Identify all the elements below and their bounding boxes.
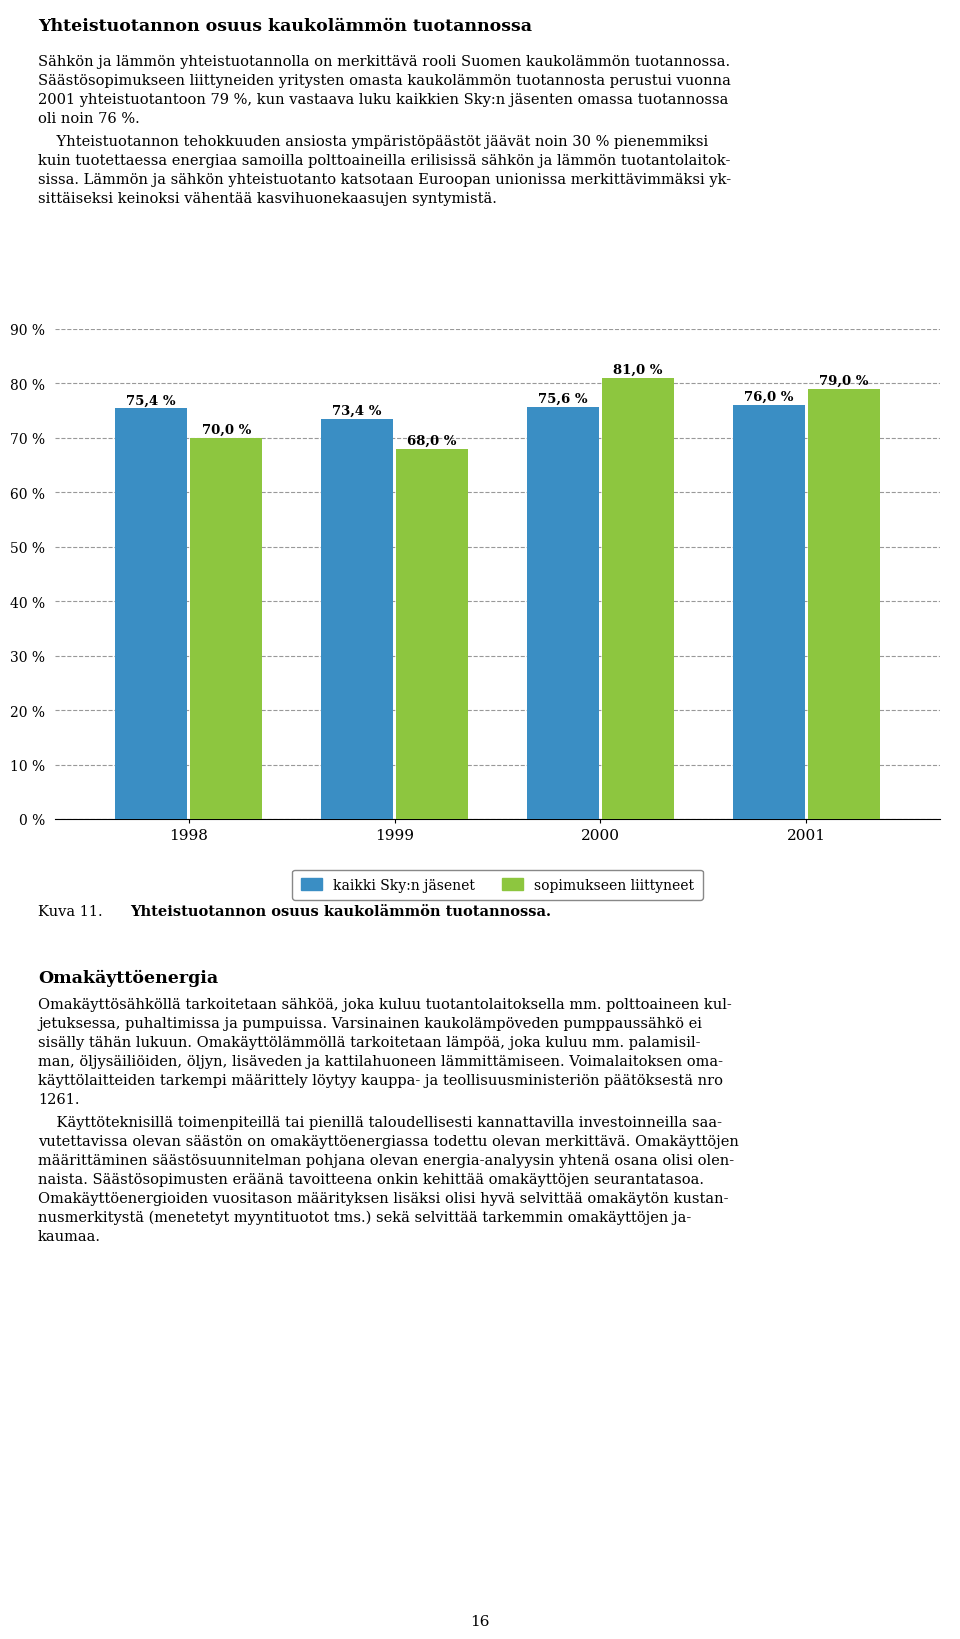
Bar	[115, 410, 187, 820]
Text: Yhteistuotannon osuus kaukolämmön tuotannossa.: Yhteistuotannon osuus kaukolämmön tuotan…	[130, 905, 551, 918]
Legend: kaikki Sky:n jäsenet, sopimukseen liittyneet: kaikki Sky:n jäsenet, sopimukseen liitty…	[293, 870, 703, 901]
Text: 68,0 %: 68,0 %	[407, 434, 457, 447]
Text: käyttölaitteiden tarkempi määrittely löytyy kauppa- ja teollisuusministeriön pää: käyttölaitteiden tarkempi määrittely löy…	[38, 1074, 723, 1087]
Text: 75,4 %: 75,4 %	[127, 393, 176, 406]
Text: Yhteistuotannon osuus kaukolämmön tuotannossa: Yhteistuotannon osuus kaukolämmön tuotan…	[38, 18, 532, 34]
Text: sittäiseksi keinoksi vähentää kasvihuonekaasujen syntymistä.: sittäiseksi keinoksi vähentää kasvihuone…	[38, 192, 497, 207]
Text: kaumaa.: kaumaa.	[38, 1229, 101, 1244]
Text: 1261.: 1261.	[38, 1092, 80, 1106]
Bar	[321, 420, 393, 820]
Text: 73,4 %: 73,4 %	[332, 405, 382, 418]
Text: sisälly tähän lukuun. Omakäyttölämmöllä tarkoitetaan lämpöä, joka kuluu mm. pala: sisälly tähän lukuun. Omakäyttölämmöllä …	[38, 1036, 701, 1049]
Text: 2001 yhteistuotantoon 79 %, kun vastaava luku kaikkien Sky:n jäsenten omassa tuo: 2001 yhteistuotantoon 79 %, kun vastaava…	[38, 93, 729, 107]
Text: Kuva 11.: Kuva 11.	[38, 905, 103, 918]
Text: 16: 16	[470, 1614, 490, 1628]
Text: kuin tuotettaessa energiaa samoilla polttoaineilla erilisissä sähkön ja lämmön t: kuin tuotettaessa energiaa samoilla polt…	[38, 154, 731, 167]
Bar	[527, 408, 599, 820]
Text: nusmerkitystä (menetetyt myyntituotot tms.) sekä selvittää tarkemmin omakäyttöje: nusmerkitystä (menetetyt myyntituotot tm…	[38, 1210, 691, 1224]
Text: sissa. Lämmön ja sähkön yhteistuotanto katsotaan Euroopan unionissa merkittävimm: sissa. Lämmön ja sähkön yhteistuotanto k…	[38, 172, 732, 187]
Text: Käyttöteknisillä toimenpiteillä tai pienillä taloudellisesti kannattavilla inves: Käyttöteknisillä toimenpiteillä tai pien…	[38, 1115, 722, 1129]
Text: vutettavissa olevan säästön on omakäyttöenergiassa todettu olevan merkittävä. Om: vutettavissa olevan säästön on omakäyttö…	[38, 1134, 739, 1149]
Text: Omakäyttöenergioiden vuositason määrityksen lisäksi olisi hyvä selvittää omakäyt: Omakäyttöenergioiden vuositason määrityk…	[38, 1192, 729, 1205]
Text: Säästösopimukseen liittyneiden yritysten omasta kaukolämmön tuotannosta perustui: Säästösopimukseen liittyneiden yritysten…	[38, 74, 731, 89]
Text: 79,0 %: 79,0 %	[819, 374, 869, 387]
Bar	[732, 406, 804, 820]
Text: Yhteistuotannon tehokkuuden ansiosta ympäristöpäästöt jäävät noin 30 % pienemmik: Yhteistuotannon tehokkuuden ansiosta ymp…	[38, 134, 708, 149]
Bar	[396, 449, 468, 820]
Text: 81,0 %: 81,0 %	[613, 364, 662, 377]
Text: 70,0 %: 70,0 %	[202, 423, 251, 436]
Text: naista. Säästösopimusten eräänä tavoitteena onkin kehittää omakäyttöjen seuranta: naista. Säästösopimusten eräänä tavoitte…	[38, 1172, 704, 1187]
Text: Sähkön ja lämmön yhteistuotannolla on merkittävä rooli Suomen kaukolämmön tuotan: Sähkön ja lämmön yhteistuotannolla on me…	[38, 56, 731, 69]
Text: Omakäyttöenergia: Omakäyttöenergia	[38, 969, 218, 987]
Text: jetuksessa, puhaltimissa ja pumpuissa. Varsinainen kaukolämpöveden pumppaussähkö: jetuksessa, puhaltimissa ja pumpuissa. V…	[38, 1016, 702, 1031]
Bar	[190, 439, 262, 820]
Bar	[602, 379, 674, 820]
Text: 75,6 %: 75,6 %	[538, 393, 588, 406]
Text: määrittäminen säästösuunnitelman pohjana olevan energia-analyysin yhtenä osana o: määrittäminen säästösuunnitelman pohjana…	[38, 1154, 734, 1167]
Text: man, öljysäiliöiden, öljyn, lisäveden ja kattilahuoneen lämmittämiseen. Voimalai: man, öljysäiliöiden, öljyn, lisäveden ja…	[38, 1054, 723, 1069]
Text: oli noin 76 %.: oli noin 76 %.	[38, 111, 140, 126]
Text: 76,0 %: 76,0 %	[744, 390, 793, 403]
Bar	[807, 390, 879, 820]
Text: Omakäyttösähköllä tarkoitetaan sähköä, joka kuluu tuotantolaitoksella mm. poltto: Omakäyttösähköllä tarkoitetaan sähköä, j…	[38, 998, 732, 1011]
